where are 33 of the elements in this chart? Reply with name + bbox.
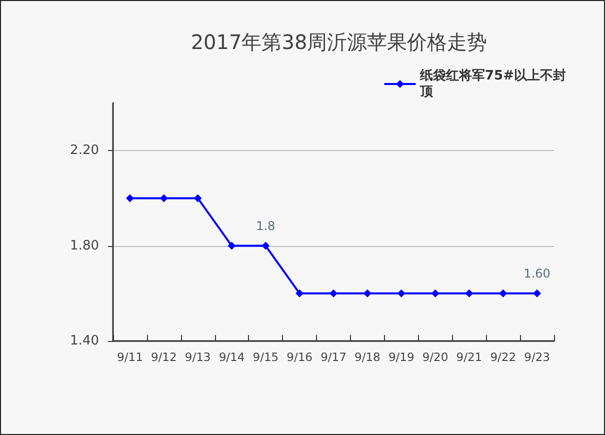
x-tick-label: 9/14 [218,350,245,364]
point [363,289,372,298]
x-tick-label: 9/16 [286,350,312,364]
point [499,289,508,298]
data-label: 1.8 [256,218,276,233]
y-tick-label: 1.80 [70,238,99,254]
y-tick-label: 2.20 [70,143,99,158]
point [397,289,406,298]
point [262,242,270,250]
point [296,289,304,298]
x-tick-label: 9/17 [320,350,346,364]
x-tick-label: 9/22 [490,350,516,364]
point [330,289,338,298]
x-tick-label: 9/19 [388,350,414,364]
x-tick-label: 9/11 [117,350,143,364]
point [160,194,168,202]
data-label: 1.60 [524,266,550,280]
legend-label: 纸袋红将军75#以上不封顶 [419,68,566,100]
y-tick-label: 1.40 [70,334,99,348]
point [126,194,134,202]
point [465,289,474,298]
x-tick-label: 9/18 [354,350,380,364]
chart-title: 2017年第38周沂源苹果价格走势 [190,30,488,54]
x-tick-label: 9/23 [524,350,550,364]
point [533,289,542,298]
point [431,289,440,298]
point [194,194,202,202]
point [228,242,236,250]
x-tick-label: 9/21 [456,350,482,364]
x-tick-label: 9/13 [184,350,211,364]
x-tick-label: 9/15 [252,350,279,364]
x-tick-label: 9/20 [422,350,448,364]
x-tick-label: 9/12 [150,350,177,364]
